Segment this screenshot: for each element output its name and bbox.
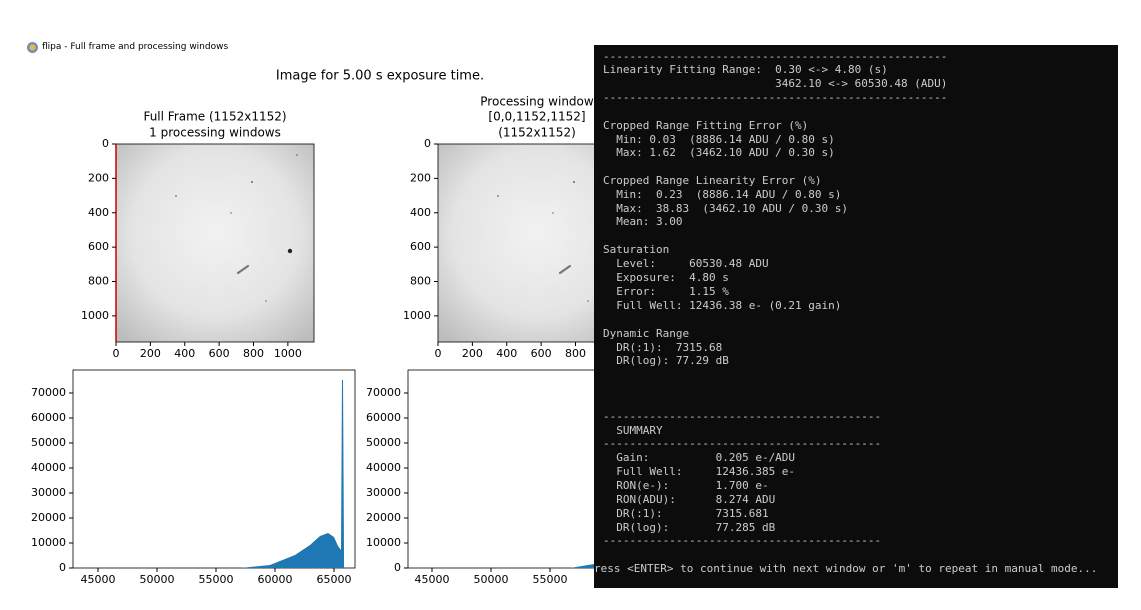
y-tick-label: 30000 [31, 486, 66, 499]
y-tick-label: 40000 [31, 461, 66, 474]
terminal: ----------------------------------------… [594, 45, 1118, 588]
y-tick-label: 800 [410, 275, 431, 288]
x-tick-label: 800 [243, 347, 264, 360]
terminal-line: Full Well: 12436.385 e- [603, 465, 796, 478]
terminal-line: ----------------------------------------… [603, 410, 882, 423]
terminal-line: Max: 1.62 (3462.10 ADU / 0.30 s) [603, 146, 835, 159]
y-tick-label: 200 [410, 171, 431, 184]
y-tick-label: 600 [410, 240, 431, 253]
terminal-line: Min: 0.03 (8886.14 ADU / 0.80 s) [603, 133, 835, 146]
x-tick-label: 55000 [533, 573, 568, 586]
terminal-line: Cropped Range Linearity Error (%) [603, 174, 822, 187]
y-tick-label: 0 [59, 561, 66, 574]
histogram-area [570, 564, 600, 568]
terminal-line: Error: 1.15 % [603, 285, 729, 298]
terminal-line: ress <ENTER> to continue with next windo… [594, 562, 1098, 575]
y-tick-label: 1000 [403, 309, 431, 322]
terminal-line: Exposure: 4.80 s [603, 271, 729, 284]
terminal-line: 3462.10 <-> 60530.48 (ADU) [603, 77, 948, 90]
y-tick-label: 20000 [366, 511, 401, 524]
y-tick-label: 50000 [31, 436, 66, 449]
histogram-axes [72, 369, 356, 569]
terminal-line: Gain: 0.205 e-/ADU [603, 451, 796, 464]
y-tick-label: 50000 [366, 436, 401, 449]
y-tick-label: 30000 [366, 486, 401, 499]
terminal-line: ----------------------------------------… [603, 50, 948, 63]
panel-title: Full Frame (1152x1152) [143, 110, 286, 124]
x-tick-label: 0 [113, 347, 120, 360]
y-tick-label: 10000 [366, 536, 401, 549]
y-tick-label: 400 [88, 206, 109, 219]
terminal-line: Linearity Fitting Range: 0.30 <-> 4.80 (… [603, 63, 888, 76]
x-tick-label: 400 [174, 347, 195, 360]
suptitle: Image for 5.00 s exposure time. [276, 69, 484, 84]
x-tick-label: 65000 [317, 573, 352, 586]
terminal-line: Full Well: 12436.38 e- (0.21 gain) [603, 299, 842, 312]
x-tick-label: 60000 [258, 573, 293, 586]
image [115, 143, 315, 343]
y-tick-label: 0 [424, 137, 431, 150]
x-tick-label: 600 [209, 347, 230, 360]
y-tick-label: 200 [88, 171, 109, 184]
terminal-line: RON(ADU): 8.274 ADU [603, 493, 776, 506]
y-tick-label: 600 [88, 240, 109, 253]
x-tick-label: 200 [462, 347, 483, 360]
terminal-line: RON(e-): 1.700 e- [603, 479, 769, 492]
y-tick-label: 60000 [366, 411, 401, 424]
y-tick-label: 60000 [31, 411, 66, 424]
terminal-line: ----------------------------------------… [603, 91, 948, 104]
y-tick-label: 1000 [81, 309, 109, 322]
y-tick-label: 0 [102, 137, 109, 150]
terminal-line: Dynamic Range [603, 327, 690, 340]
panel-title: Processing window [480, 95, 594, 109]
x-tick-label: 800 [565, 347, 586, 360]
y-tick-label: 70000 [366, 386, 401, 399]
terminal-line: Cropped Range Fitting Error (%) [603, 119, 809, 132]
terminal-line: DR(log): 77.29 dB [603, 354, 729, 367]
panel-title: [0,0,1152,1152] [488, 110, 585, 124]
app-icon [27, 42, 38, 53]
terminal-line: Max: 38.83 (3462.10 ADU / 0.30 s) [603, 202, 849, 215]
y-tick-label: 400 [410, 206, 431, 219]
x-tick-label: 45000 [415, 573, 450, 586]
x-tick-label: 400 [496, 347, 517, 360]
y-tick-label: 800 [88, 275, 109, 288]
window-title: flipa - Full frame and processing window… [42, 42, 229, 52]
terminal-line: Mean: 3.00 [603, 215, 683, 228]
x-tick-label: 50000 [474, 573, 509, 586]
x-tick-label: 200 [140, 347, 161, 360]
terminal-line: ----------------------------------------… [603, 437, 882, 450]
x-tick-label: 1000 [274, 347, 302, 360]
histogram-area [240, 380, 344, 568]
y-tick-label: 20000 [31, 511, 66, 524]
x-tick-label: 45000 [81, 573, 116, 586]
y-tick-label: 10000 [31, 536, 66, 549]
x-tick-label: 55000 [199, 573, 234, 586]
panel-title: 1 processing windows [149, 126, 281, 140]
terminal-line: SUMMARY [603, 424, 663, 437]
x-tick-label: 50000 [140, 573, 175, 586]
terminal-line: DR(:1): 7315.681 [603, 507, 769, 520]
terminal-line: Saturation [603, 243, 670, 256]
x-tick-label: 0 [435, 347, 442, 360]
terminal-line: DR(log): 77.285 dB [603, 521, 776, 534]
y-tick-label: 40000 [366, 461, 401, 474]
y-tick-label: 70000 [31, 386, 66, 399]
terminal-line: ----------------------------------------… [603, 534, 882, 547]
y-tick-label: 0 [394, 561, 401, 574]
terminal-line: Level: 60530.48 ADU [603, 257, 769, 270]
x-tick-label: 600 [531, 347, 552, 360]
panel-title: (1152x1152) [498, 126, 576, 140]
terminal-line: DR(:1): 7315.68 [603, 341, 723, 354]
terminal-line: Min: 0.23 (8886.14 ADU / 0.80 s) [603, 188, 842, 201]
